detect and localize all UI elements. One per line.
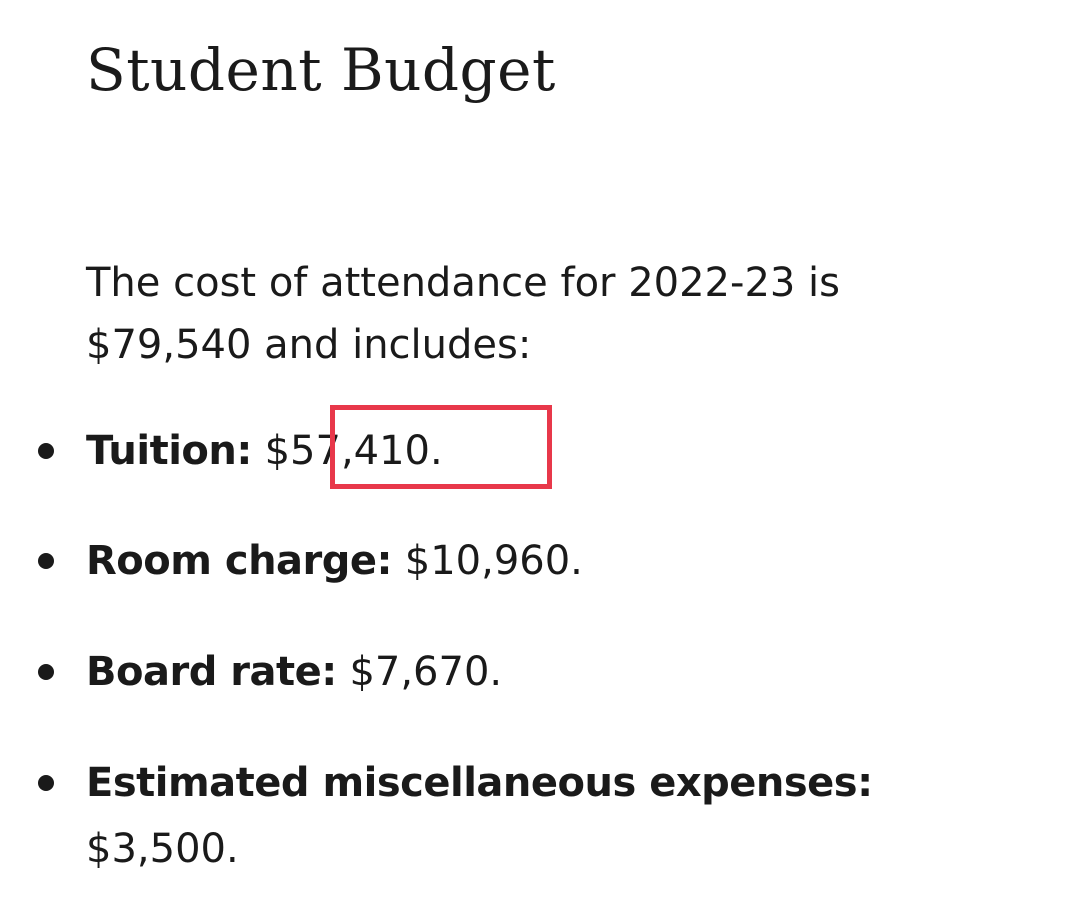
page-title: Student Budget <box>86 36 556 104</box>
list-item-board-rate: Board rate: $7,670. <box>38 639 906 705</box>
bullet-icon <box>38 775 54 791</box>
list-item-misc-expenses: Estimated miscellaneous expenses: $3,500… <box>38 750 906 882</box>
highlight-annotation-box <box>330 405 552 489</box>
item-value: $57,410. <box>264 428 443 474</box>
item-value: $3,500. <box>86 826 239 872</box>
list-item-tuition: Tuition: $57,410. <box>38 418 906 484</box>
bullet-icon <box>38 664 54 680</box>
intro-paragraph: The cost of attendance for 2022-23 is $7… <box>86 260 841 368</box>
item-label: Estimated miscellaneous expenses: <box>86 760 873 806</box>
item-label: Tuition: <box>86 428 252 474</box>
list-item-room-charge: Room charge: $10,960. <box>38 528 906 594</box>
bullet-icon <box>38 443 54 459</box>
item-label: Room charge: <box>86 538 393 584</box>
item-label: Board rate: <box>86 649 337 695</box>
item-value: $7,670. <box>349 649 503 695</box>
item-value: $10,960. <box>404 538 583 584</box>
bullet-icon <box>38 553 54 569</box>
